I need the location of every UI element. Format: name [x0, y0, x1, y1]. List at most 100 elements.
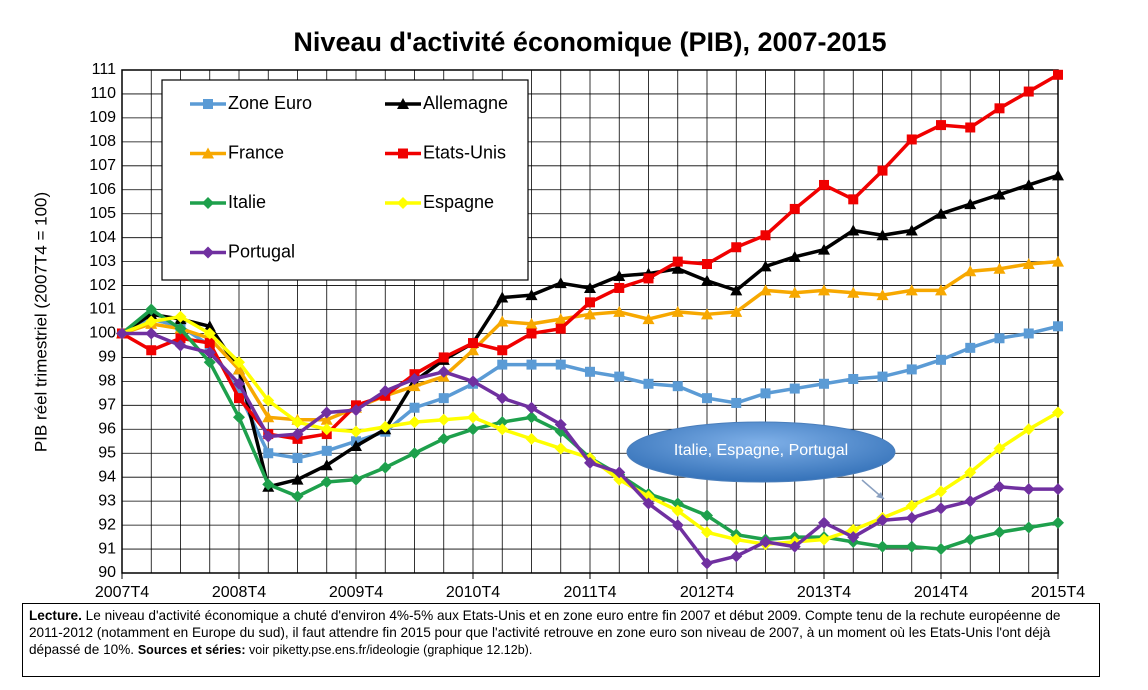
marker — [467, 375, 479, 388]
marker — [730, 284, 743, 296]
marker — [468, 338, 478, 349]
marker — [1052, 169, 1064, 181]
marker — [496, 423, 509, 436]
marker — [731, 397, 742, 408]
marker — [437, 413, 450, 426]
marker — [702, 393, 712, 404]
marker — [877, 165, 888, 176]
marker — [964, 198, 977, 210]
marker — [701, 308, 713, 320]
marker — [202, 147, 214, 159]
marker — [262, 411, 275, 423]
marker — [397, 98, 409, 109]
marker — [994, 103, 1005, 114]
marker — [1053, 321, 1063, 332]
marker — [788, 286, 801, 298]
marker — [497, 359, 508, 370]
marker — [291, 473, 304, 485]
marker — [1052, 406, 1064, 419]
marker — [467, 344, 479, 356]
marker — [876, 514, 889, 527]
marker — [233, 356, 245, 369]
marker — [905, 499, 918, 512]
y-tick-label: 111 — [92, 61, 116, 78]
marker — [408, 372, 421, 385]
marker — [174, 322, 187, 335]
marker — [671, 262, 684, 274]
marker — [671, 504, 684, 517]
marker — [993, 526, 1006, 539]
marker — [818, 284, 830, 296]
marker — [876, 229, 889, 241]
marker — [1023, 86, 1034, 97]
legend-label: Espagne — [423, 192, 494, 212]
y-tick-label: 105 — [89, 205, 116, 222]
marker — [496, 392, 509, 405]
marker — [350, 440, 362, 452]
marker — [613, 269, 626, 281]
y-tick-label: 97 — [98, 397, 116, 414]
marker — [1022, 483, 1035, 496]
marker — [408, 380, 421, 392]
marker — [702, 259, 712, 270]
marker — [993, 188, 1006, 200]
marker — [320, 413, 333, 425]
marker — [1022, 521, 1035, 534]
marker — [116, 327, 128, 340]
marker — [906, 364, 917, 375]
marker — [408, 447, 421, 460]
x-tick-label: 2008T4 — [212, 584, 266, 600]
marker — [555, 323, 566, 334]
x-tick-label: 2009T4 — [329, 584, 383, 600]
marker — [1053, 69, 1063, 80]
legend-label: France — [228, 142, 284, 162]
x-tick-label: 2010T4 — [446, 584, 500, 600]
marker — [906, 134, 917, 145]
marker — [438, 352, 449, 363]
marker — [554, 277, 567, 289]
marker — [759, 535, 772, 548]
marker — [614, 282, 625, 293]
marker — [993, 442, 1006, 455]
marker — [320, 406, 333, 419]
marker — [936, 120, 946, 131]
marker — [203, 99, 213, 109]
annotation-text: Italie, Espagne, Portugal — [674, 442, 848, 459]
marker — [350, 425, 362, 438]
marker — [701, 509, 713, 522]
marker — [379, 420, 392, 433]
y-tick-label: 99 — [98, 349, 116, 366]
y-tick-label: 103 — [89, 253, 116, 270]
marker — [1022, 178, 1035, 190]
marker — [847, 286, 860, 298]
marker — [262, 430, 275, 443]
marker — [760, 388, 771, 399]
y-tick-label: 90 — [98, 564, 116, 581]
marker — [320, 423, 333, 436]
marker — [525, 432, 538, 445]
note-text: Le niveau d'activité économique a chuté … — [29, 608, 1061, 657]
marker — [379, 384, 392, 397]
marker — [467, 423, 479, 436]
marker — [398, 148, 408, 159]
chart: Niveau d'activité économique (PIB), 2007… — [31, 27, 1085, 601]
marker — [642, 313, 655, 325]
marker — [350, 473, 362, 486]
marker — [643, 378, 654, 389]
marker — [614, 371, 625, 382]
marker — [409, 402, 420, 413]
marker — [291, 416, 304, 429]
marker — [731, 242, 742, 253]
sources-text: voir piketty.pse.ens.fr/ideologie (graph… — [245, 643, 533, 657]
marker — [935, 485, 947, 498]
marker — [1022, 258, 1035, 270]
marker — [965, 122, 976, 133]
marker — [789, 203, 800, 214]
marker — [203, 356, 216, 369]
marker — [202, 246, 214, 259]
x-tick-label: 2015T4 — [1031, 584, 1085, 600]
legend-label: Zone Euro — [228, 93, 312, 113]
marker — [818, 533, 830, 546]
chart-title: Niveau d'activité économique (PIB), 2007… — [293, 27, 886, 57]
marker — [789, 383, 800, 394]
